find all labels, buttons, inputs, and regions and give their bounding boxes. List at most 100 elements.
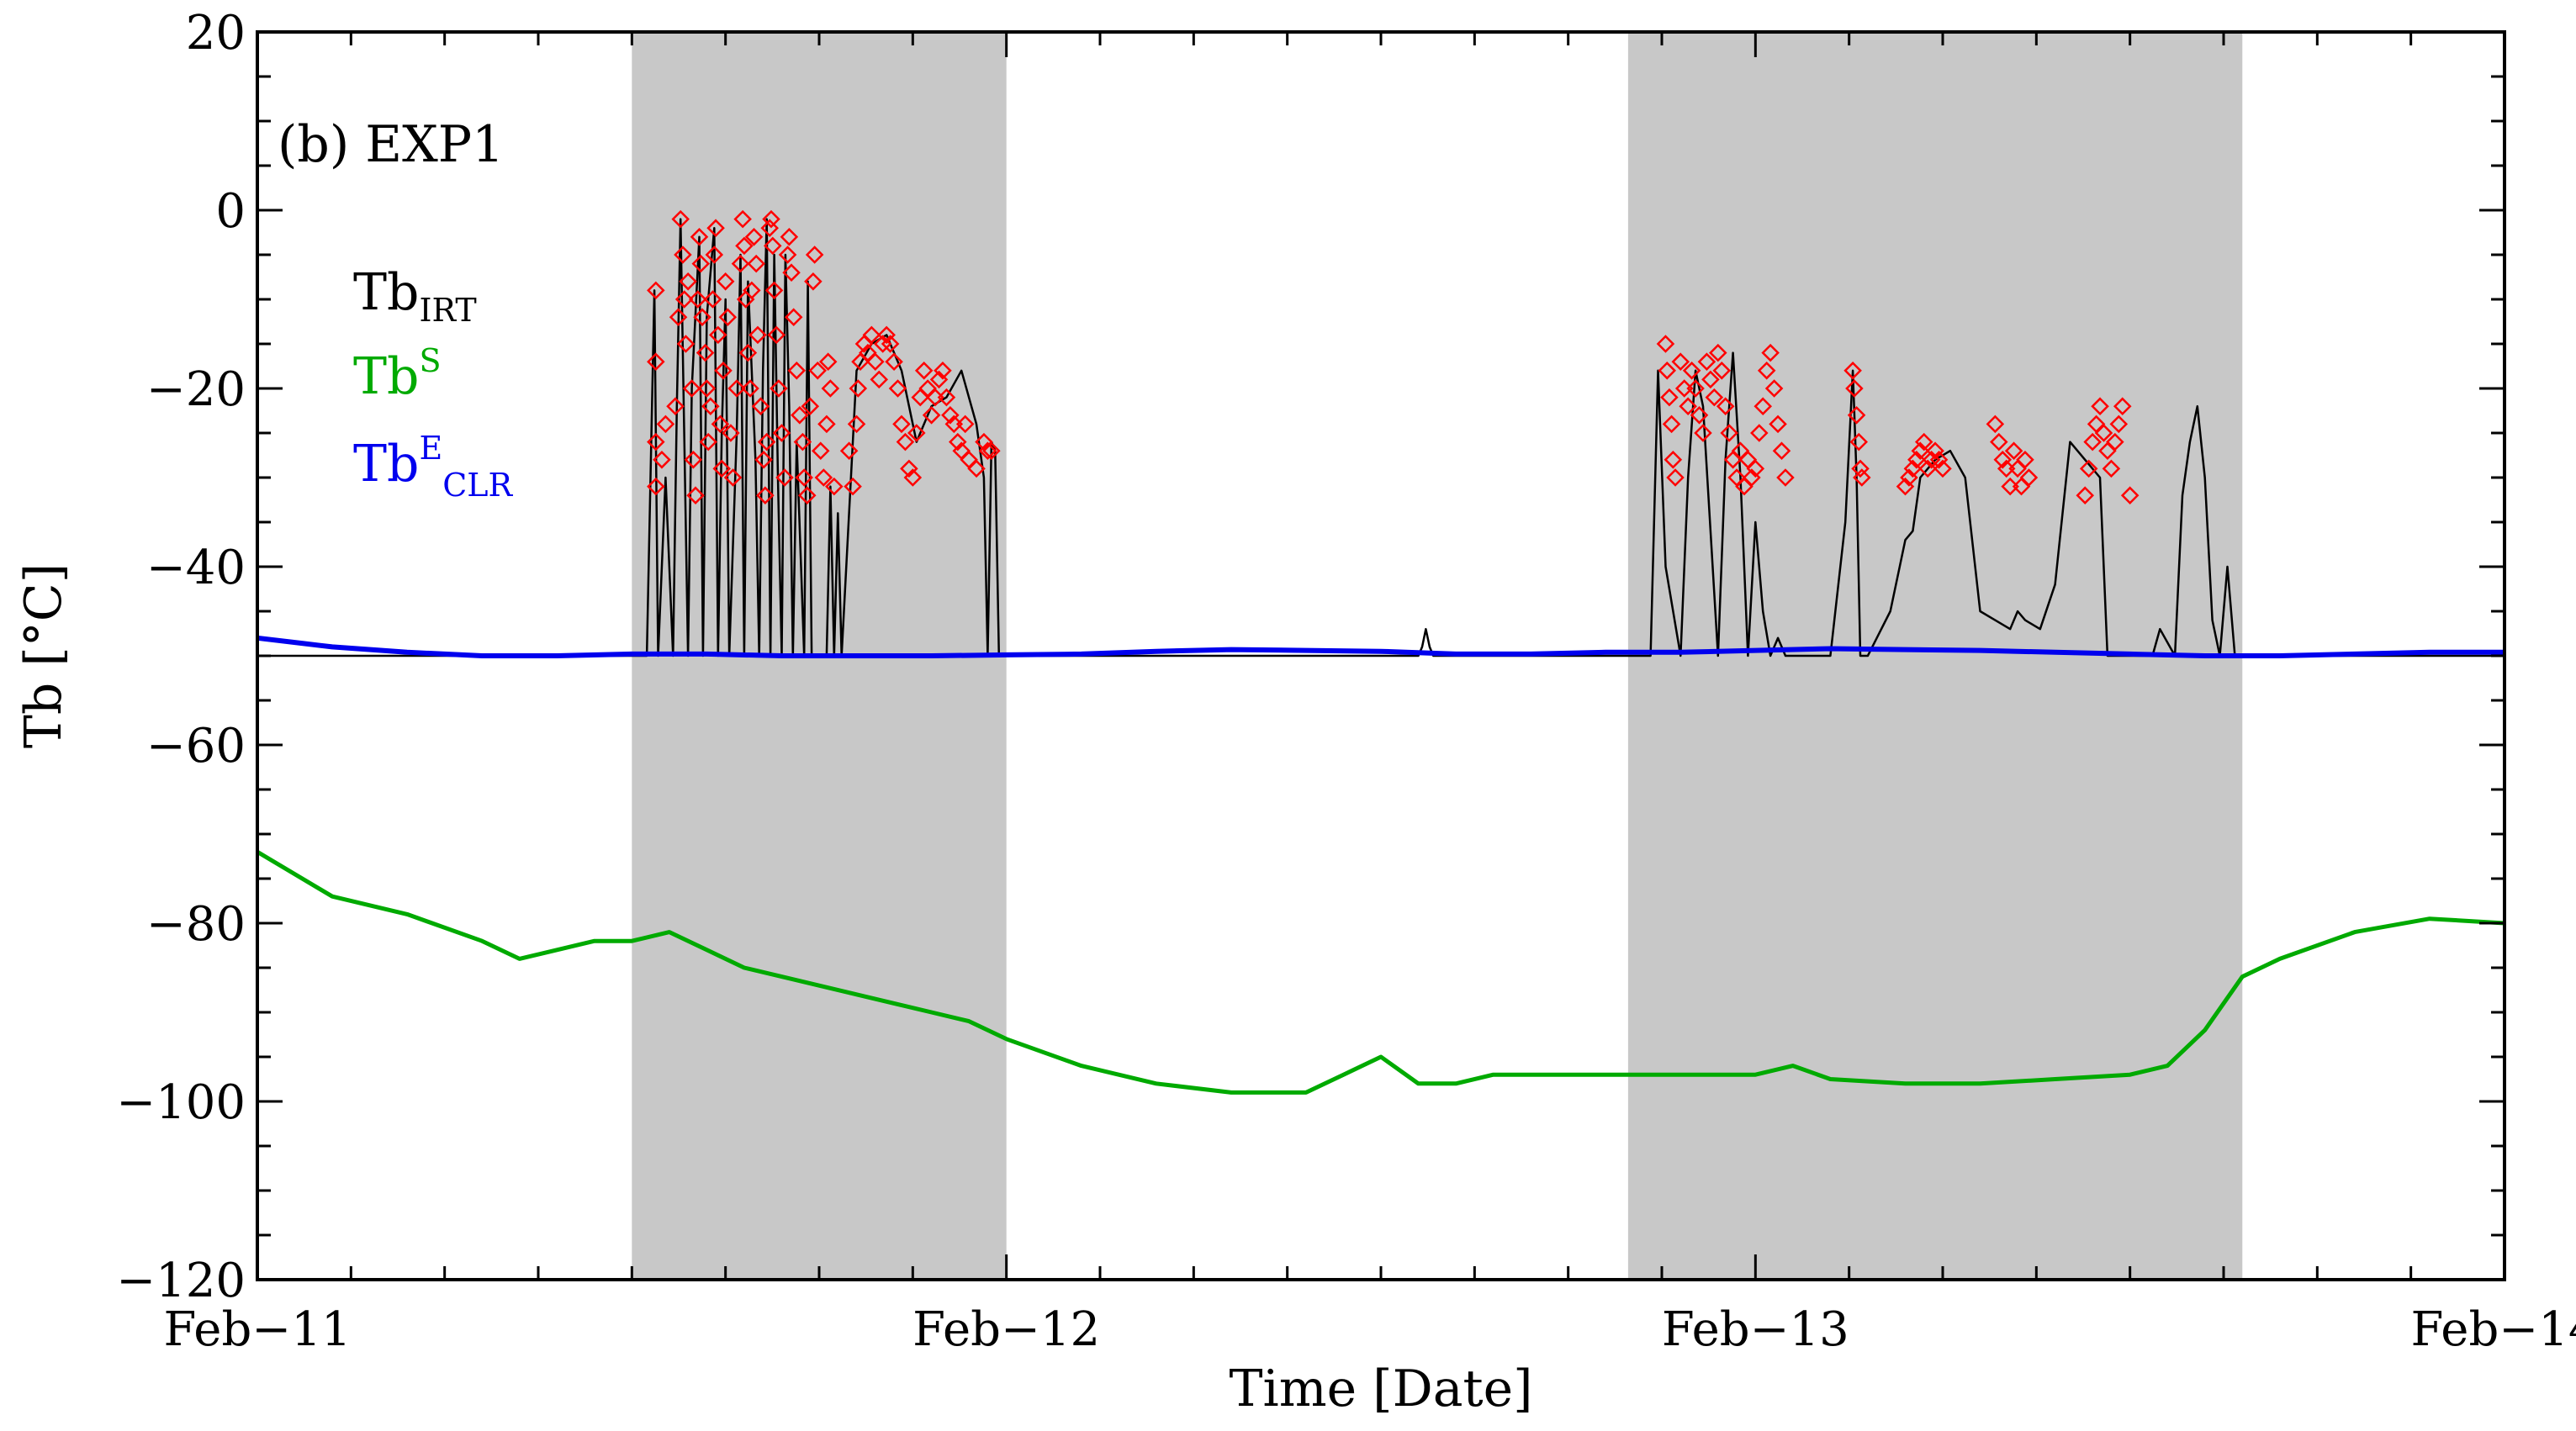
- marker-point: [733, 209, 752, 229]
- marker-point: [647, 281, 665, 300]
- marker-point: [2091, 397, 2109, 415]
- marker-point: [978, 441, 997, 460]
- marker-point: [1682, 362, 1701, 380]
- marker-point: [1914, 432, 1933, 451]
- marker-point: [722, 424, 740, 442]
- marker-point: [967, 459, 986, 478]
- marker-point: [693, 308, 711, 326]
- marker-point: [690, 228, 709, 246]
- legend-entry-tb-clr-e: TbECLR: [353, 430, 513, 504]
- marker-point: [1658, 362, 1677, 380]
- legend-base: Tb: [353, 435, 419, 494]
- marker-point: [1753, 397, 1773, 415]
- marker-point: [784, 308, 803, 326]
- marker-point: [647, 477, 665, 496]
- marker-point: [762, 209, 780, 229]
- y-tick-labels: 20 0 −20 −40 −60 −80 −100 −120: [116, 6, 246, 1308]
- marker-point: [934, 362, 952, 380]
- marker-point: [731, 254, 750, 273]
- marker-point: [881, 335, 900, 353]
- marker-point: [1709, 343, 1727, 362]
- marker-point: [669, 308, 688, 326]
- marker-point: [703, 290, 722, 309]
- marker-point: [778, 246, 797, 264]
- marker-point: [764, 236, 782, 256]
- marker-point: [801, 397, 820, 415]
- marker-point: [647, 352, 665, 371]
- axis-ticks: [256, 30, 2506, 1281]
- marker-point: [2004, 441, 2023, 460]
- legend-sup: S: [419, 342, 441, 379]
- marker-point: [787, 362, 807, 380]
- marker-point: [791, 406, 809, 425]
- legend-sub: IRT: [419, 292, 476, 329]
- x-axis-title: Time [Date]: [1230, 1360, 1533, 1418]
- marker-point: [682, 379, 701, 398]
- marker-point: [757, 432, 776, 451]
- marker-point: [817, 415, 836, 434]
- marker-point: [688, 290, 707, 309]
- y-tick-label: −80: [146, 897, 246, 952]
- marker-point: [900, 459, 918, 478]
- marker-point: [1697, 352, 1716, 371]
- marker-point: [877, 325, 896, 345]
- marker-point: [714, 362, 733, 380]
- marker-point: [2094, 424, 2113, 442]
- marker-point: [1849, 432, 1869, 451]
- marker-point: [1705, 388, 1724, 407]
- marker-point: [922, 406, 941, 425]
- marker-point: [706, 219, 725, 237]
- marker-point: [760, 219, 779, 237]
- marker-point: [1694, 424, 1712, 442]
- y-tick-label: 0: [215, 184, 246, 239]
- marker-point: [674, 290, 694, 309]
- marker-point: [1666, 468, 1685, 487]
- marker-point: [712, 459, 731, 478]
- y-tick-label: −60: [146, 719, 246, 774]
- marker-point: [1926, 441, 1944, 460]
- marker-point: [849, 379, 868, 398]
- marker-point: [2106, 432, 2124, 451]
- marker-point: [1764, 379, 1784, 398]
- marker-point: [793, 432, 812, 451]
- marker-point: [1761, 343, 1780, 362]
- marker-point: [780, 228, 799, 246]
- marker-point: [892, 415, 911, 434]
- marker-point: [1716, 397, 1735, 415]
- marker-point: [914, 362, 934, 380]
- marker-point: [896, 432, 915, 451]
- marker-point: [1750, 424, 1769, 442]
- marker-point: [1853, 468, 1871, 487]
- marker-point: [808, 362, 827, 380]
- marker-point: [2083, 432, 2102, 451]
- marker-point: [2016, 451, 2034, 469]
- marker-point: [1845, 379, 1864, 398]
- marker-point: [937, 388, 956, 407]
- marker-point: [1757, 362, 1776, 380]
- marker-point: [696, 343, 715, 362]
- y-tick-label: 20: [186, 6, 246, 61]
- marker-point: [1686, 379, 1705, 398]
- marker-point: [1993, 451, 2013, 469]
- marker-point: [804, 272, 823, 291]
- x-tick-label: Feb−13: [1662, 1302, 1849, 1357]
- marker-point: [941, 406, 960, 425]
- marker-point: [686, 486, 705, 504]
- marker-point: [647, 432, 665, 451]
- marker-point: [825, 477, 844, 496]
- marker-point: [705, 246, 724, 264]
- marker-point: [727, 379, 746, 398]
- marker-point: [866, 352, 885, 371]
- marker-point: [862, 325, 881, 345]
- marker-point: [1769, 415, 1787, 434]
- marker-point: [797, 486, 817, 504]
- marker-point: [671, 209, 690, 229]
- marker-point: [1671, 352, 1690, 371]
- marker-point: [708, 325, 727, 345]
- legend-entry-tb-irt: TbIRT: [353, 263, 477, 329]
- marker-point: [1990, 432, 2008, 451]
- legend-sub: CLR: [442, 467, 513, 504]
- marker-point: [666, 397, 685, 415]
- marker-point: [735, 236, 754, 256]
- marker-point: [738, 343, 758, 362]
